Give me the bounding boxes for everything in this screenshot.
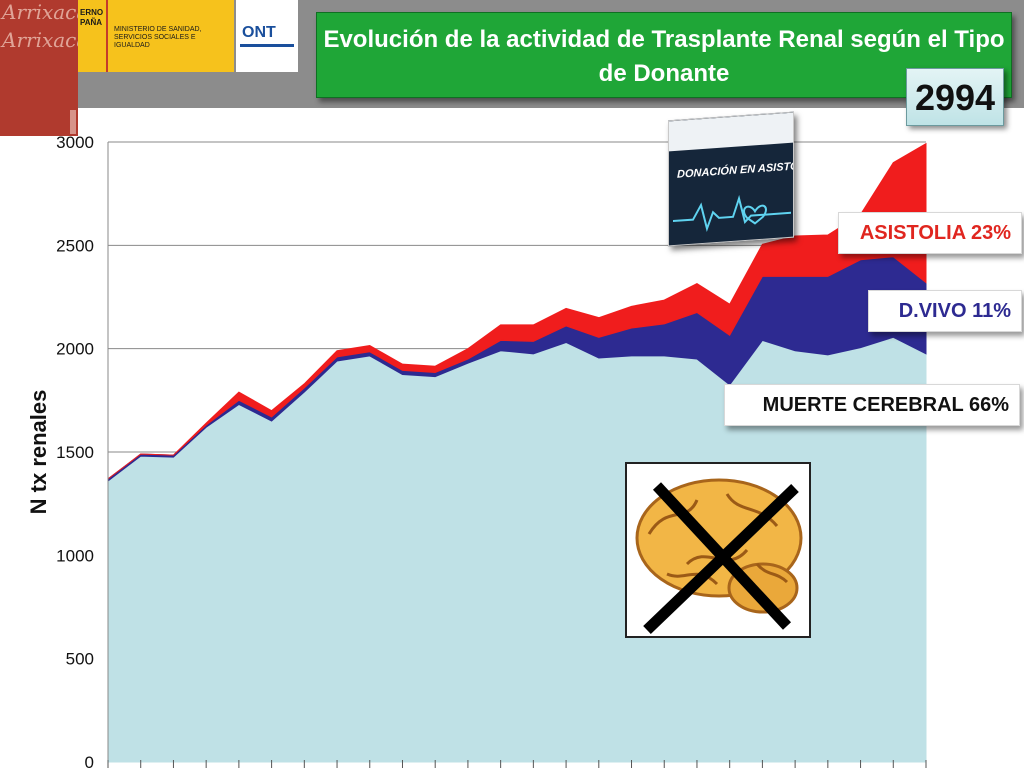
y-axis-label: N tx renales	[26, 390, 51, 515]
legend-muerte-cerebral: MUERTE CEREBRAL 66%	[724, 384, 1020, 426]
chart-axes: 0 500 1000 1500 2000 2500 3000	[56, 133, 927, 768]
book-cover-image: DONACIÓN EN ASISTOLIA	[668, 111, 794, 247]
ministry-logo: ERNO PAÑA MINISTERIO DE SANIDAD, SERVICI…	[78, 0, 234, 72]
arrixaca-logo: Arrixaca Arrixaca	[0, 0, 78, 136]
legend-asistolia: ASISTOLIA 23%	[838, 212, 1022, 254]
crest-icon: ERNO PAÑA	[78, 0, 108, 72]
y-tick-label: 500	[66, 650, 94, 669]
legend-d-vivo: D.VIVO 11%	[868, 290, 1022, 332]
crossed-brain-image	[625, 462, 811, 638]
logo-vertical-mark	[70, 110, 76, 134]
cross-icon-stroke-2	[643, 484, 799, 634]
ont-label: ONT	[242, 24, 276, 41]
heartbeat-icon	[673, 194, 791, 233]
ministry-gov-text: ERNO PAÑA	[80, 8, 104, 27]
total-badge: 2994	[906, 68, 1004, 126]
book-cover-header	[669, 112, 794, 152]
book-cover-title: DONACIÓN EN ASISTOLIA	[677, 159, 794, 181]
logo-script-text-repeat: Arrixaca	[2, 28, 78, 52]
y-tick-label: 2500	[56, 236, 94, 255]
y-tick-label: 2000	[56, 340, 94, 359]
y-tick-label: 3000	[56, 133, 94, 152]
y-tick-label: 1000	[56, 546, 94, 565]
ont-underline	[240, 44, 294, 47]
page-title: Evolución de la actividad de Trasplante …	[316, 12, 1012, 98]
chart-series-areas	[107, 142, 927, 763]
ministry-name: MINISTERIO DE SANIDAD, SERVICIOS SOCIALE…	[114, 26, 202, 49]
logo-script-text: Arrixaca	[2, 0, 78, 24]
ont-logo: ONT	[236, 0, 298, 72]
brain-icon	[635, 478, 803, 634]
y-tick-label: 0	[85, 753, 94, 768]
y-tick-label: 1500	[56, 443, 94, 462]
